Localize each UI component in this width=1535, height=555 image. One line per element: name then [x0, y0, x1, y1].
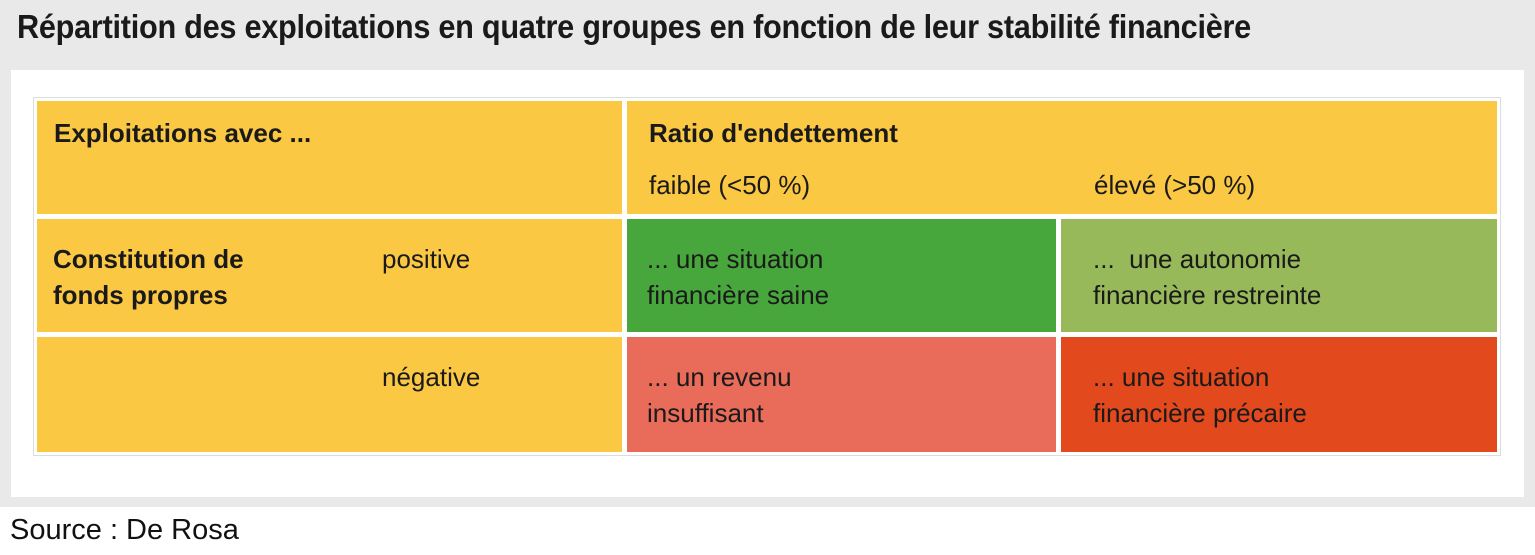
row-value-positive: positive: [382, 244, 471, 274]
source-caption: Source : De Rosa: [10, 514, 239, 546]
row-value-negative: négative: [382, 362, 481, 392]
cell-insufficient-income: ... un revenu insuffisant: [627, 337, 1056, 452]
cell-precarious-financial-situation: ... une situation financière précaire: [1061, 337, 1497, 452]
stability-matrix-table: Exploitations avec ... Ratio d'endetteme…: [33, 97, 1501, 456]
ratio-level-eleve: élevé (>50 %): [1094, 170, 1256, 200]
ratio-level-faible: faible (<50 %): [649, 170, 811, 200]
page-title: Répartition des exploitations en quatre …: [17, 8, 1251, 45]
row-header-negative: négative: [37, 337, 622, 452]
row-header-positive: Constitution de fonds propres positive: [37, 219, 622, 332]
ratio-header-cell: Ratio d'endettement faible (<50 %) élevé…: [627, 101, 1497, 214]
ratio-header-title: Ratio d'endettement: [649, 118, 898, 148]
row-group-label: Constitution de fonds propres: [53, 244, 244, 310]
cell-restricted-financial-autonomy: ... une autonomie financière restreinte: [1061, 219, 1497, 332]
ratio-levels: faible (<50 %) élevé (>50 %): [627, 167, 1497, 203]
corner-header-cell: Exploitations avec ...: [37, 101, 622, 214]
cell-healthy-financial-situation: ... une situation financière saine: [627, 219, 1056, 332]
